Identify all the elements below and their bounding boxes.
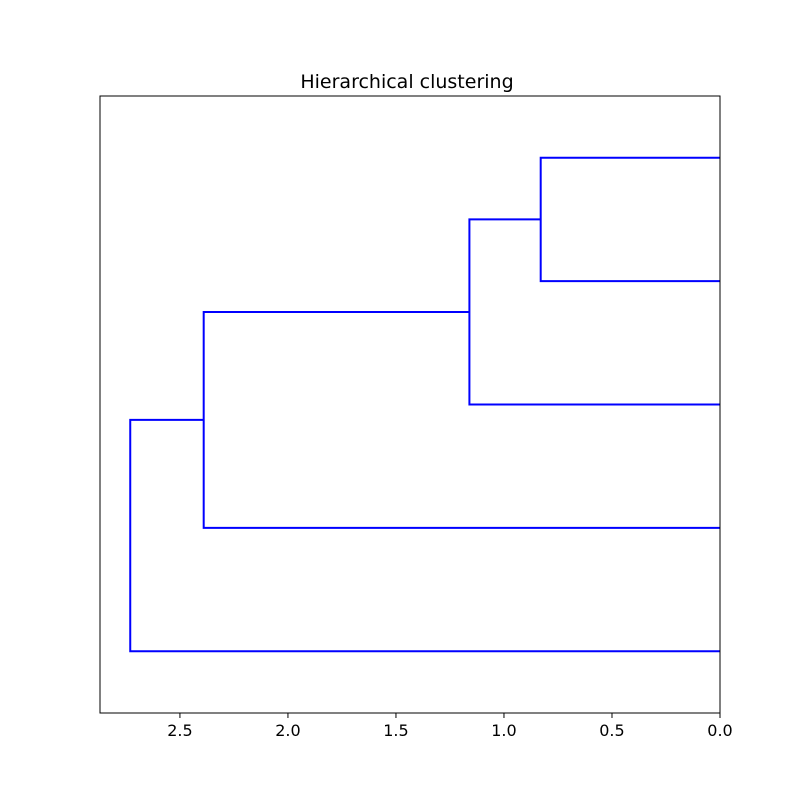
dendrogram-links (129, 156, 720, 653)
x-tick-label: 2.5 (167, 721, 192, 740)
link-merge-4 (129, 418, 720, 653)
x-tick-label: 1.0 (491, 721, 516, 740)
chart-title: Hierarchical clustering (300, 71, 513, 93)
plot-frame (99, 95, 721, 714)
x-tick-label: 0.0 (707, 721, 732, 740)
x-axis: 2.5 2.0 1.5 1.0 0.5 0.0 (167, 713, 733, 740)
x-tick-label: 0.5 (599, 721, 624, 740)
x-tick-label: 1.5 (383, 721, 408, 740)
x-tick-label: 2.0 (275, 721, 300, 740)
